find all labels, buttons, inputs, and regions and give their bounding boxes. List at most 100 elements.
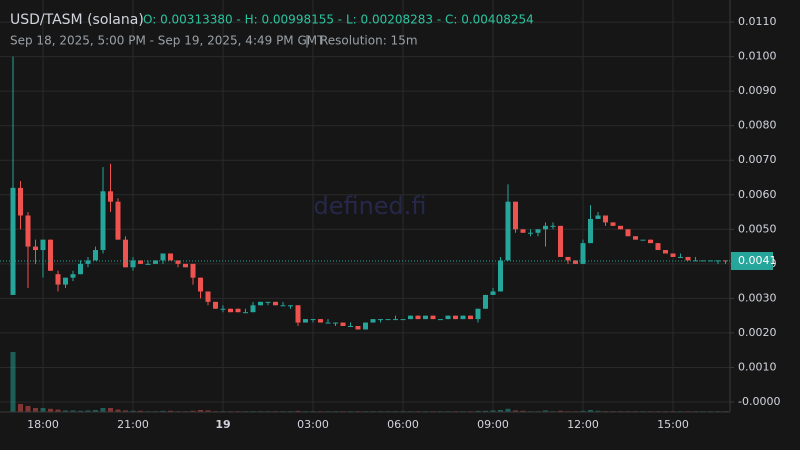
candle-body	[115, 201, 121, 240]
candle-body	[145, 263, 151, 265]
candle-body	[475, 308, 481, 320]
candle-body	[138, 260, 143, 264]
candle-body	[108, 191, 113, 202]
candle-body	[535, 229, 541, 233]
candle-body	[123, 239, 128, 268]
candle-body	[408, 315, 413, 320]
candle-body	[333, 322, 338, 324]
candle-body	[430, 315, 436, 320]
candle-body	[40, 239, 46, 251]
volume-bar	[490, 410, 496, 412]
candle-body	[288, 305, 293, 307]
candle-body	[505, 201, 511, 261]
candle-body	[85, 260, 91, 264]
x-tick-label: 12:00	[567, 418, 599, 431]
candle-body	[130, 260, 136, 268]
y-tick-label: 0.0100	[738, 50, 777, 63]
candle-body	[100, 191, 106, 251]
candle-body	[633, 236, 638, 240]
volume-bar	[25, 406, 31, 412]
candle-body	[513, 201, 518, 230]
candle-body	[595, 215, 601, 219]
volume-bar	[198, 410, 203, 412]
candle-body	[663, 250, 668, 254]
candle-body	[198, 277, 203, 292]
volume-bar	[190, 410, 196, 412]
candle-body	[445, 315, 451, 320]
y-tick-label: 0.0060	[738, 188, 777, 201]
candle-body	[340, 322, 346, 327]
candle-body	[438, 319, 443, 321]
candle-body	[610, 222, 616, 226]
volume-bar	[595, 410, 601, 412]
candle-body	[723, 260, 728, 262]
volume-bar	[115, 409, 121, 412]
candle-body	[640, 239, 646, 241]
candle-body	[400, 319, 406, 321]
candle-body	[235, 308, 241, 313]
y-tick-label: 0.0070	[738, 153, 777, 166]
candle-body	[378, 319, 383, 321]
candle-body	[303, 319, 308, 323]
volume-bar	[520, 410, 526, 412]
candle-body	[490, 291, 496, 295]
candle-body	[228, 308, 233, 313]
candle-body	[483, 294, 488, 309]
candle-body	[670, 253, 676, 257]
candle-body	[655, 243, 661, 251]
volume-bar	[483, 410, 488, 412]
y-tick-label: 0.0030	[738, 291, 777, 304]
candle-body	[355, 326, 361, 330]
candle-body	[558, 225, 563, 257]
y-tick-label: 0.0080	[738, 119, 777, 132]
candle-body	[618, 225, 623, 230]
candle-body	[63, 277, 68, 285]
volume-bar	[18, 404, 23, 412]
candle-body	[190, 263, 196, 278]
candle-body	[213, 301, 218, 309]
volume-bar	[588, 410, 593, 412]
candle-body	[453, 315, 458, 320]
candle-body	[10, 187, 16, 295]
grid	[0, 0, 730, 412]
candle-body	[318, 319, 323, 323]
y-tick-label: -0.0000	[738, 395, 780, 408]
x-tick-label: 15:00	[657, 418, 689, 431]
volume-bar	[10, 352, 16, 412]
candle-body	[423, 315, 428, 320]
volume-bar	[70, 410, 76, 412]
candle-body	[18, 187, 23, 216]
volume-bar	[505, 408, 511, 412]
volume-bar	[93, 410, 98, 412]
candle-body	[258, 301, 263, 306]
candle-body	[363, 322, 368, 330]
candle-body	[160, 253, 166, 261]
candle-body	[520, 229, 526, 233]
volume-bar	[205, 410, 211, 412]
candle-body	[498, 260, 503, 292]
candle-body	[243, 312, 248, 314]
volume-bar	[63, 410, 68, 412]
candle-body	[625, 229, 631, 237]
candle-body	[370, 319, 376, 323]
candle-body	[393, 319, 398, 321]
candle-body	[205, 291, 211, 302]
volume-bar	[138, 410, 143, 412]
candle-body	[48, 239, 53, 271]
volume-bar	[160, 410, 166, 412]
volume-bar	[108, 408, 113, 412]
volume-bar	[130, 410, 136, 412]
candle-body	[250, 305, 256, 313]
candle-body	[273, 301, 278, 306]
volume-bar	[513, 410, 518, 412]
separator: |	[305, 34, 309, 48]
volume-bar	[48, 408, 53, 412]
volume-bar	[168, 410, 173, 412]
candle-body	[93, 250, 98, 261]
volume-bar	[543, 410, 548, 412]
volume-bar	[498, 410, 503, 412]
y-tick-label: 0.0010	[738, 360, 777, 373]
x-tick-label: 21:00	[117, 418, 149, 431]
y-tick-label: 0.0110	[738, 15, 777, 28]
last-price-label: 0.0041	[738, 254, 777, 267]
